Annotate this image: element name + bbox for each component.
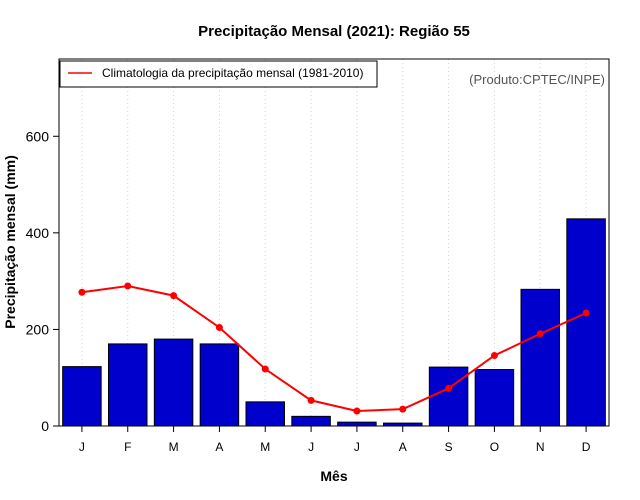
bar-2 [153,338,194,427]
bar-10 [520,288,560,427]
climatology-point-6 [353,407,361,415]
x-tick-label: N [536,440,545,454]
climatology-point-2 [170,292,178,300]
climatology-point-0 [78,288,86,296]
legend: Climatologia da precipitação mensal (198… [59,60,378,88]
plot-frame [58,58,610,427]
climatology-point-9 [490,351,498,359]
climatology-line-group [78,282,590,415]
x-tick-label: J [308,440,314,454]
y-tick-label: 600 [26,128,50,144]
x-tick-label: A [215,440,223,454]
x-axis-label: Mês [320,468,347,484]
x-tick-label: D [582,440,591,454]
chart-title: Precipitação Mensal (2021): Região 55 [198,23,470,40]
climatology-point-8 [445,384,453,392]
bars-group [62,218,606,427]
y-axis-ticks: 0 200 400 600 [26,128,59,434]
climatology-point-3 [215,323,223,331]
x-tick-label: J [354,440,360,454]
bar-3 [199,343,240,427]
x-tick-label: M [169,440,179,454]
climatology-point-10 [536,330,544,338]
x-tick-label: M [260,440,270,454]
climatology-line [81,284,587,413]
x-tick-label: J [79,440,85,454]
bar-11 [566,218,606,427]
source-credit: (Produto:CPTEC/INPE) [469,72,605,87]
bar-4 [245,401,285,427]
x-tick-label: F [124,440,131,454]
x-tick-label: A [399,440,407,454]
legend-label: Climatologia da precipitação mensal (198… [102,66,363,80]
climatology-point-1 [124,282,132,290]
x-tick-label: S [445,440,453,454]
y-tick-label: 200 [26,321,50,337]
legend-box [59,60,378,88]
y-tick-label: 0 [41,418,49,434]
y-tick-label: 400 [26,225,50,241]
climatology-point-7 [399,405,407,413]
bar-8 [428,366,469,427]
bar-1 [108,343,148,427]
y-axis-label: Precipitação mensal (mm) [2,155,18,329]
climatology-point-5 [307,396,315,404]
bar-0 [62,366,102,427]
bar-6 [337,421,377,427]
bar-5 [291,415,331,427]
climatology-point-11 [582,309,590,317]
bar-9 [474,369,515,427]
x-tick-label: O [490,440,499,454]
climatology-point-4 [261,365,269,373]
